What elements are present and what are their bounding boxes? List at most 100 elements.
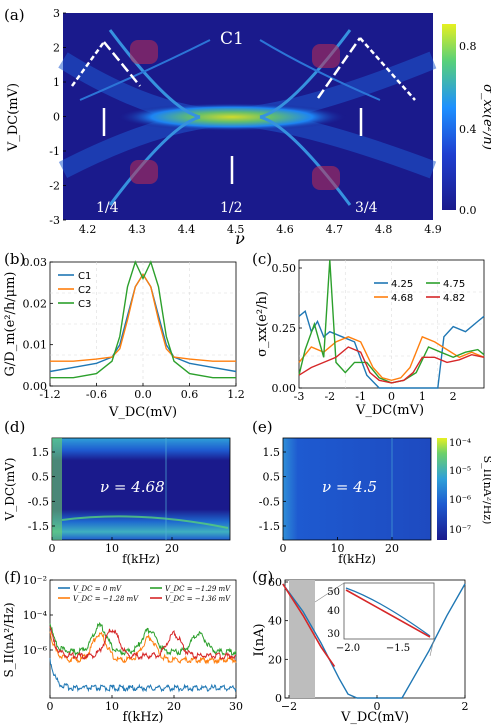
series-line-4.82: [298, 346, 485, 384]
plot-b-x-tick-label: 0.6: [181, 388, 199, 401]
heatmap-a-y-tick-label: -3: [49, 214, 60, 227]
cbar-e-tick-0: 10⁻⁴: [449, 438, 471, 449]
plot-g-xlabel: V_DC(mV): [340, 710, 409, 725]
heatmap-a-colorbar-label: σ_xx(e²/h): [480, 84, 491, 150]
plot-g-x-tick-label: −2: [281, 700, 297, 713]
heatmap-d-ylabel: V_DC(mV): [3, 458, 17, 522]
plot-f-y-tick-label: 10⁻⁶: [23, 644, 48, 657]
heatmap-a-xticks: 4.2 4.3 4.4 4.5 4.6 4.7 4.8 4.9: [79, 223, 442, 236]
iv-curve-red: [282, 583, 336, 667]
panel-letter-f: (f): [4, 568, 21, 586]
panel-letter-b: (b): [4, 250, 25, 268]
series-line-C3: [50, 260, 236, 379]
plot-c-grid: [299, 260, 484, 388]
heatmap-e-xticks: 0 10 20: [280, 537, 399, 555]
heatmap-d-y-tick-label: 0.5: [32, 471, 50, 484]
heatmap-a-y-tick-label: 0: [53, 111, 60, 124]
plot-g-inset-series: [345, 587, 431, 638]
plot-c-y-tick-label: 0.00: [272, 382, 297, 395]
plot-g-y-tick-label: 40: [268, 615, 282, 628]
legend-label: C2: [78, 285, 91, 296]
series-line-4.25: [298, 309, 485, 389]
plot-f-x-tick-label: 20: [167, 700, 181, 713]
plot-c-xticks: -3 -2 -1 0 1 2: [294, 390, 457, 403]
panel-f: (f) 0 10 20 30 10⁻²10⁻⁴10⁻⁶ V_DC = 0 mVV_DC…: [2, 568, 243, 725]
heatmap-d-annotation: ν = 4.68: [100, 478, 165, 496]
inset-ytick-1: 40: [327, 606, 340, 617]
legend-label: V_DC = −1.28 mV: [73, 595, 139, 603]
inset-curve-blue: [345, 587, 431, 637]
heatmap-e-xlabel: f(kHz): [338, 552, 376, 566]
heatmap-a-y-tick-label: -1: [49, 145, 60, 158]
iv-curve-blue: [282, 583, 466, 699]
heatmap-d-x-tick-label: 0: [49, 542, 56, 555]
plot-b-ylabel: G/D_m(e²/h/μm): [3, 272, 18, 377]
series-line-C2: [50, 273, 236, 362]
plot-f-y-tick-label: 10⁻⁴: [23, 609, 48, 622]
heatmap-e-y-tick-label: 0.5: [263, 471, 281, 484]
plot-g-ylabel: I(nA): [252, 623, 267, 656]
plot-c-xtick-label: 1: [419, 390, 426, 403]
plot-g-inset: [343, 582, 435, 640]
plot-f-ylabel: S_II(nA²/Hz): [2, 602, 16, 677]
heatmap-a-title: C1: [220, 29, 244, 49]
panel-c: (c) -3 -2 -1 0 1 2 0.500.250.00 4.25 4.754.68 4…: [252, 250, 485, 418]
inset-ytick-2: 30: [327, 629, 340, 640]
plot-c-legend: 4.25 4.75 4.68 4.82: [374, 279, 465, 304]
plot-b-yticks: 0.03 0.02 0.01 0.00: [23, 256, 53, 393]
heatmap-e-colorbar-label: S_II(nA²/Hz): [481, 456, 491, 525]
heatmap-e-y-tick-label: -1.5: [259, 520, 280, 533]
heatmap-a-y-tick-label: -2: [49, 180, 60, 193]
plot-b-xticks: -1.2 -0.6 0.0 0.6 1.2: [39, 383, 245, 401]
panel-a: (a) C1 1/4 1/: [4, 6, 491, 248]
cbar-a-tick-2: 0.0: [459, 204, 477, 217]
plot-f-series: [49, 622, 237, 693]
heatmap-a-xtick-label: 4.2: [79, 223, 97, 236]
panel-d: (d) ν = 4.68 0 10 20 1.5 0.5 -0.5 -1.5 f(kHz)…: [3, 418, 231, 566]
plot-b-grid: [50, 262, 236, 386]
heatmap-a-xtick-label: 4.7: [326, 223, 344, 236]
plot-b-x-tick-label: 1.2: [227, 388, 245, 401]
plot-b-y-tick-label: 0.03: [23, 256, 48, 269]
heatmap-e-x-tick-label: 0: [280, 542, 287, 555]
legend-label: 4.68: [391, 293, 413, 304]
plot-c-xlabel: V_DC(mV): [355, 403, 424, 418]
inset-xtick-1: −1.5: [386, 643, 410, 654]
plot-f-y-tick-label: 10⁻²: [23, 574, 47, 587]
plot-b-y-tick-label: 0.01: [23, 339, 48, 352]
panel-letter-g: (g): [252, 568, 273, 586]
plot-f-xlabel: f(kHz): [122, 710, 163, 725]
spectrum-line: [49, 631, 237, 665]
plot-g-xticks: −2 0 2: [281, 695, 469, 713]
panel-letter-a: (a): [4, 6, 25, 24]
inset-curve-red: [345, 589, 431, 638]
heatmap-a-y-tick-label: 2: [53, 42, 60, 55]
series-line-4.68: [298, 335, 485, 382]
plot-c-xtick-label: -3: [294, 390, 305, 403]
plot-g-series: [282, 583, 466, 699]
heatmap-a-y-tick-label: 3: [53, 7, 60, 20]
heatmap-e-x-tick-label: 20: [385, 542, 399, 555]
spectrum-line: [49, 626, 237, 661]
heatmap-a-ylabel: V_DC(mV): [6, 83, 21, 152]
inset-xtick-0: −2.0: [336, 643, 360, 654]
series-line-4.75: [298, 259, 485, 384]
heatmap-d-y-tick-label: -1.5: [28, 520, 49, 533]
plot-b-y-tick-label: 0.00: [23, 380, 48, 393]
heatmap-a-xlabel: ν: [235, 229, 245, 248]
plot-g-y-tick-label: 0: [275, 692, 282, 705]
cbar-a-tick-0: 0.8: [459, 40, 477, 53]
heatmap-e-y-tick-label: 1.5: [263, 446, 281, 459]
panel-letter-d: (d): [4, 418, 25, 436]
plot-c-ylabel: σ_xx(e²/h): [255, 291, 270, 357]
cbar-e-tick-2: 10⁻⁶: [449, 495, 471, 506]
panel-b: (b) -1.2 -0.6 0.0 0.6 1.2 0.03 0.02 0.01 0.00 C…: [3, 250, 245, 420]
heatmap-d-x-tick-label: 20: [165, 542, 179, 555]
heatmap-d-x-tick-label: 10: [105, 542, 119, 555]
plot-b-xlabel: V_DC(mV): [108, 405, 177, 420]
inset-connector-2: [429, 638, 435, 657]
heatmap-a-xtick-label: 4.8: [375, 223, 393, 236]
heatmap-a-xtick-label: 4.4: [178, 223, 196, 236]
plot-c-y-tick-label: 0.50: [272, 262, 297, 275]
spectrum-line: [49, 657, 237, 693]
